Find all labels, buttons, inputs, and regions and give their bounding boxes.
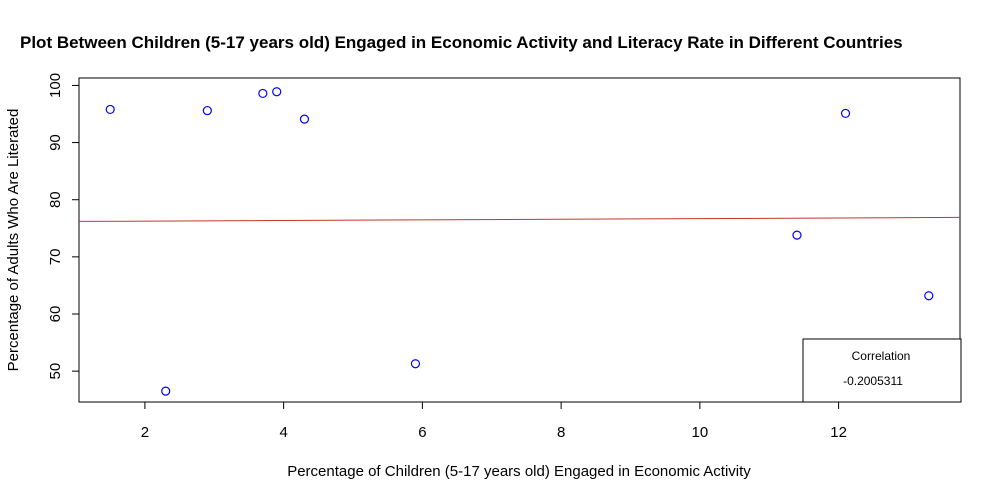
legend: Correlation -0.2005311 (802, 338, 962, 403)
y-tick-label: 50 (47, 363, 64, 380)
y-tick-label: 90 (47, 134, 64, 151)
chart-title: Plot Between Children (5-17 years old) E… (20, 33, 903, 52)
data-points (105, 87, 934, 396)
legend-box (802, 338, 962, 403)
x-tick-label: 4 (279, 424, 287, 441)
data-point (792, 230, 802, 240)
data-point (299, 114, 310, 124)
y-tick-label: 80 (47, 191, 64, 208)
regression-line (78, 216, 961, 222)
x-tick-label: 6 (418, 424, 426, 441)
y-tick-label: 70 (47, 249, 64, 266)
x-axis-label: Percentage of Children (5-17 years old) … (287, 463, 751, 480)
x-tick-label: 12 (830, 424, 847, 441)
data-point (161, 386, 171, 396)
y-axis-label: Percentage of Adults Who Are Literated (5, 109, 22, 372)
legend-value: -0.2005311 (843, 374, 903, 388)
legend-title: Correlation (852, 349, 911, 363)
y-tick-label: 100 (47, 73, 64, 98)
data-point (840, 108, 851, 119)
data-point (258, 88, 268, 99)
y-axis: 50 60 70 80 90 100 (47, 73, 80, 380)
x-tick-label: 8 (557, 424, 565, 441)
x-tick-label: 10 (692, 424, 709, 441)
y-tick-label: 60 (47, 306, 64, 323)
x-tick-label: 2 (141, 424, 149, 441)
data-point (924, 291, 934, 301)
regression-line-group (78, 216, 961, 222)
data-point (272, 87, 282, 97)
data-point (105, 104, 115, 115)
data-point (410, 359, 421, 369)
data-point (202, 105, 212, 116)
x-axis: 2 4 6 8 10 12 (141, 401, 847, 441)
